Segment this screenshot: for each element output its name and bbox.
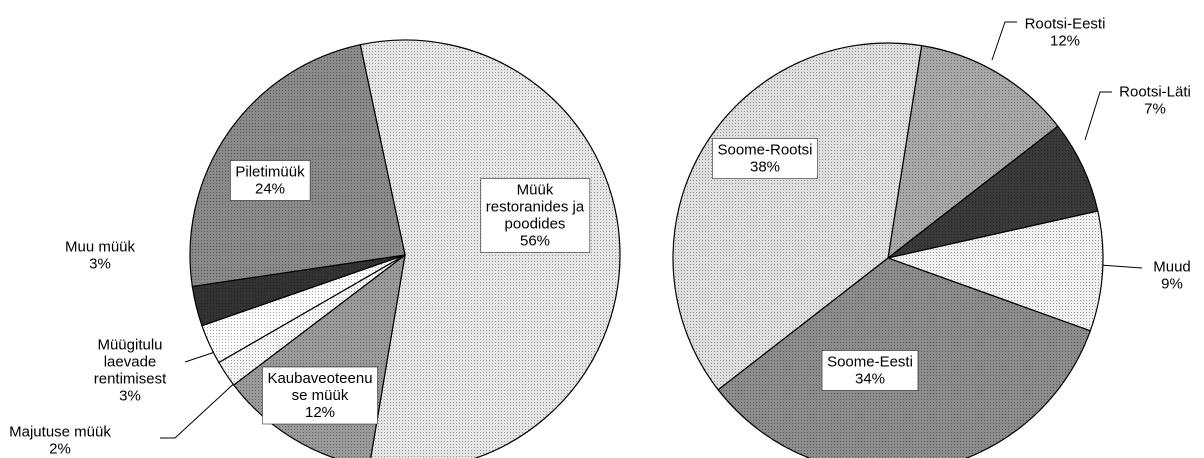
label-value: 38% bbox=[750, 159, 780, 176]
label-value: 56% bbox=[520, 233, 550, 250]
label-line: laevade bbox=[104, 354, 157, 371]
leader-line bbox=[160, 377, 241, 439]
data-label: Soome-Rootsi 38% bbox=[712, 138, 818, 179]
label-line: poodides bbox=[505, 216, 566, 233]
data-label-text: Majutuse müük 2% bbox=[9, 424, 111, 458]
label-value: 2% bbox=[49, 441, 71, 458]
leader-line bbox=[1084, 91, 1112, 141]
label-line: Muud bbox=[1153, 259, 1191, 276]
leader-lines bbox=[160, 21, 1143, 439]
label-value: 12% bbox=[1050, 33, 1080, 50]
data-label-text: Soome-Rootsi 38% bbox=[717, 142, 812, 176]
leader-line bbox=[991, 21, 1017, 61]
label-line: rentimisest bbox=[94, 371, 167, 388]
slice-texture bbox=[888, 126, 1098, 259]
data-label: Soome-Eesti 34% bbox=[821, 350, 919, 391]
slice-texture bbox=[192, 255, 405, 326]
label-line: Müügitulu bbox=[97, 337, 162, 354]
data-label: Kaubaveoteenu se müük 12% bbox=[262, 366, 378, 425]
pie bbox=[672, 42, 1104, 458]
label-line: se müük bbox=[292, 387, 349, 404]
label-line: Rootsi-Eesti bbox=[1025, 16, 1106, 33]
label-box bbox=[821, 350, 919, 391]
label-line: Majutuse müük bbox=[9, 424, 111, 441]
label-line: Piletimüük bbox=[235, 164, 305, 181]
slice-texture bbox=[672, 42, 922, 390]
data-label: Müügitulu laevade rentimisest 3% bbox=[94, 337, 167, 405]
label-line: Muu müük bbox=[65, 239, 136, 256]
label-line: restoranides ja bbox=[486, 199, 585, 216]
data-label-text: Soome-Eesti 34% bbox=[827, 354, 913, 388]
label-line: Müük bbox=[517, 182, 554, 199]
data-label: Piletimüük 24% bbox=[230, 160, 311, 201]
label-line: Rootsi-Läti bbox=[1119, 84, 1191, 101]
label-line: Kaubaveoteenu bbox=[267, 370, 372, 387]
slice-texture bbox=[201, 255, 405, 363]
label-value: 12% bbox=[305, 404, 335, 421]
label-line: Soome-Rootsi bbox=[717, 142, 812, 159]
data-label: Muud 9% bbox=[1153, 259, 1191, 293]
label-value: 24% bbox=[255, 181, 285, 198]
slice-texture bbox=[888, 45, 1058, 259]
label-box bbox=[262, 366, 378, 425]
label-value: 7% bbox=[1144, 101, 1166, 118]
label-line: Soome-Eesti bbox=[827, 354, 913, 371]
label-value: 3% bbox=[119, 388, 141, 405]
data-label: Muu müük 3% bbox=[65, 239, 136, 273]
label-value: 9% bbox=[1161, 276, 1183, 293]
data-label-text: Muu müük 3% bbox=[65, 239, 136, 273]
data-label-text: Müügitulu laevade rentimisest 3% bbox=[94, 337, 167, 405]
leader-line bbox=[184, 351, 216, 363]
slice-texture bbox=[888, 211, 1104, 331]
data-label: Rootsi-Eesti 12% bbox=[1025, 16, 1106, 50]
label-value: 34% bbox=[855, 371, 885, 388]
label-box bbox=[230, 160, 311, 201]
label-box bbox=[480, 178, 591, 253]
label-box bbox=[712, 138, 818, 179]
data-label-text: Muud 9% bbox=[1153, 259, 1191, 293]
data-label-text: Piletimüük 24% bbox=[235, 164, 305, 198]
label-value: 3% bbox=[89, 256, 111, 273]
data-label-text: Rootsi-Eesti 12% bbox=[1025, 16, 1106, 50]
data-label: Müük restoranides ja poodides 56% bbox=[480, 178, 591, 253]
data-label-text: Kaubaveoteenu se müük 12% bbox=[267, 370, 372, 421]
data-label: Rootsi-Läti 7% bbox=[1119, 84, 1191, 118]
data-label: Majutuse müük 2% bbox=[9, 424, 111, 458]
slice-texture bbox=[218, 255, 405, 385]
data-label-text: Müük restoranides ja poodides 56% bbox=[486, 182, 585, 250]
leader-line bbox=[1099, 264, 1143, 269]
data-label-text: Rootsi-Läti 7% bbox=[1119, 84, 1191, 118]
